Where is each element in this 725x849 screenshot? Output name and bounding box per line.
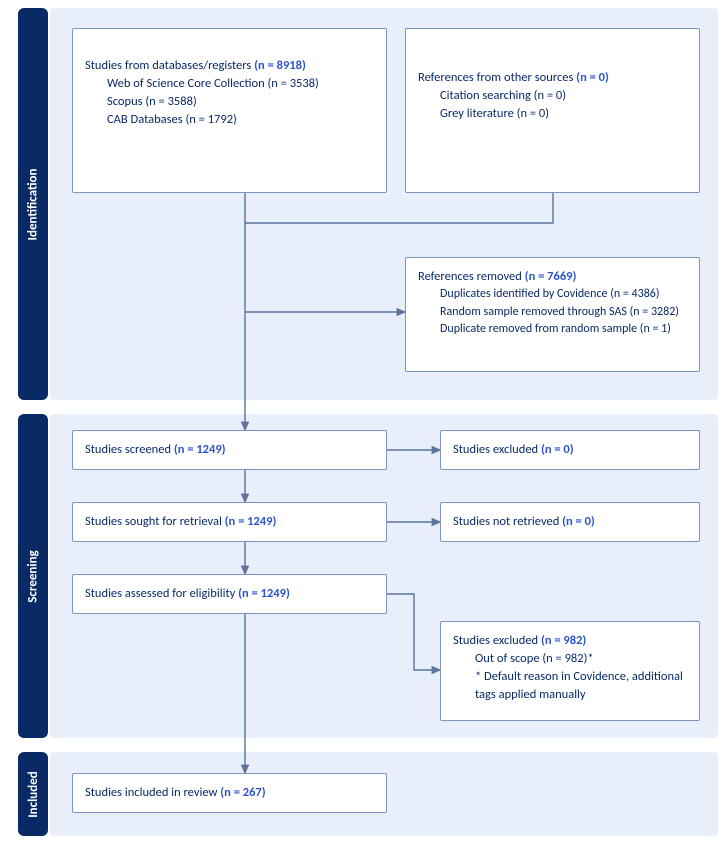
box-excluded-final: Studies excluded (n = 982) Out of scope …: [440, 621, 700, 721]
box-other-title: References from other sources: [418, 70, 576, 85]
box-sought-value: (n = 1249): [225, 514, 277, 529]
box-removed: References removed (n = 7669) Duplicates…: [405, 257, 700, 372]
box-databases-sub-2: CAB Databases (n = 1792): [107, 111, 374, 129]
box-elig-title: Studies assessed for eligibility: [85, 586, 238, 601]
box-sought-title: Studies sought for retrieval: [85, 514, 225, 529]
box-screened-value: (n = 1249): [174, 442, 226, 457]
box-databases-sub-0: Web of Science Core Collection (n = 3538…: [107, 75, 374, 93]
box-exclf-sub-1: * Default reason in Covidence, additiona…: [475, 668, 687, 704]
box-removed-sub-0: Duplicates identified by Covidence (n = …: [440, 286, 687, 303]
stage-screening-tab: Screening: [18, 414, 48, 738]
stage-included-label: Included: [26, 771, 41, 818]
box-exclf-sub-0: Out of scope (n = 982)*: [475, 650, 687, 668]
stage-identification-tab: Identification: [18, 8, 48, 400]
box-databases-value: (n = 8918): [254, 58, 306, 73]
box-databases-title: Studies from databases/registers: [85, 58, 254, 73]
box-exclf-title: Studies excluded: [453, 633, 541, 648]
box-included-title: Studies included in review: [85, 785, 220, 800]
box-other-sources: References from other sources (n = 0) Ci…: [405, 28, 700, 193]
box-nr-value: (n = 0): [562, 514, 595, 529]
box-removed-value: (n = 7669): [525, 269, 577, 284]
box-included-value: (n = 267): [220, 785, 265, 800]
box-included: Studies included in review (n = 267): [72, 773, 387, 813]
box-elig-value: (n = 1249): [238, 586, 290, 601]
stage-identification-label: Identification: [26, 168, 41, 240]
box-nr-title: Studies not retrieved: [453, 514, 562, 529]
box-not-retrieved: Studies not retrieved (n = 0): [440, 502, 700, 542]
box-screened-title: Studies screened: [85, 442, 174, 457]
stage-screening-label: Screening: [26, 550, 41, 602]
box-sought: Studies sought for retrieval (n = 1249): [72, 502, 387, 542]
box-removed-sub-2: Duplicate removed from random sample (n …: [440, 321, 687, 338]
box-excl-screen-value: (n = 0): [541, 442, 574, 457]
box-excl-screen-title: Studies excluded: [453, 442, 541, 457]
box-other-sub-1: Grey literature (n = 0): [440, 105, 687, 123]
box-eligibility: Studies assessed for eligibility (n = 12…: [72, 574, 387, 614]
box-exclf-value: (n = 982): [541, 633, 586, 648]
box-removed-sub-1: Random sample removed through SAS (n = 3…: [440, 304, 687, 321]
box-databases-sub-1: Scopus (n = 3588): [107, 93, 374, 111]
box-excluded-screen: Studies excluded (n = 0): [440, 430, 700, 470]
box-other-sub-0: Citation searching (n = 0): [440, 87, 687, 105]
box-other-value: (n = 0): [576, 70, 609, 85]
stage-included-tab: Included: [18, 752, 48, 836]
box-databases: Studies from databases/registers (n = 89…: [72, 28, 387, 193]
box-screened: Studies screened (n = 1249): [72, 430, 387, 470]
prisma-flowchart: Identification Screening Included Studie…: [0, 0, 725, 849]
box-removed-title: References removed: [418, 269, 525, 284]
